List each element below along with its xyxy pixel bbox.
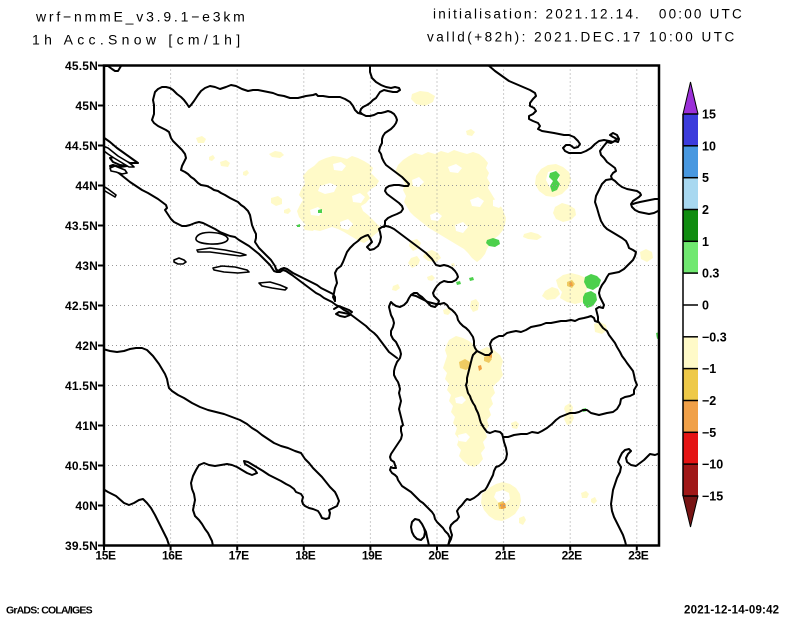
svg-text:−10: −10 xyxy=(702,458,723,472)
svg-text:23E: 23E xyxy=(628,549,649,563)
svg-text:44N: 44N xyxy=(75,179,98,193)
svg-text:GrADS: COLA/IGES: GrADS: COLA/IGES xyxy=(6,605,93,617)
svg-text:1: 1 xyxy=(702,235,709,249)
svg-text:2021-12-14-09:42: 2021-12-14-09:42 xyxy=(684,605,779,617)
svg-text:1h Acc.Snow [cm/1h]: 1h Acc.Snow [cm/1h] xyxy=(32,32,244,48)
svg-text:21E: 21E xyxy=(495,549,516,563)
svg-text:42N: 42N xyxy=(75,339,98,353)
svg-text:10: 10 xyxy=(702,139,716,153)
svg-text:2: 2 xyxy=(702,203,709,217)
svg-text:44.5N: 44.5N xyxy=(65,139,98,153)
svg-text:0: 0 xyxy=(702,299,709,313)
svg-text:42.5N: 42.5N xyxy=(65,299,98,313)
svg-text:16E: 16E xyxy=(162,549,183,563)
svg-text:20E: 20E xyxy=(428,549,449,563)
svg-text:40.5N: 40.5N xyxy=(65,459,98,473)
svg-text:41N: 41N xyxy=(75,419,98,433)
svg-text:−1: −1 xyxy=(702,362,716,376)
svg-text:43.5N: 43.5N xyxy=(65,219,98,233)
svg-text:43N: 43N xyxy=(75,259,98,273)
svg-text:45.5N: 45.5N xyxy=(65,59,98,73)
svg-text:18E: 18E xyxy=(295,549,316,563)
svg-text:19E: 19E xyxy=(362,549,383,563)
svg-text:22E: 22E xyxy=(562,549,583,563)
svg-text:40N: 40N xyxy=(75,499,98,513)
svg-text:−15: −15 xyxy=(702,490,723,504)
svg-text:5: 5 xyxy=(702,171,709,185)
svg-text:15: 15 xyxy=(702,108,716,122)
svg-text:41.5N: 41.5N xyxy=(65,379,98,393)
svg-text:−0.3: −0.3 xyxy=(702,330,727,344)
svg-text:45N: 45N xyxy=(75,99,98,113)
svg-text:15E: 15E xyxy=(95,549,116,563)
svg-text:valld(+82h): 2021.DEC.17 10:00: valld(+82h): 2021.DEC.17 10:00 UTC xyxy=(427,30,737,45)
svg-text:39.5N: 39.5N xyxy=(65,539,98,553)
svg-text:−2: −2 xyxy=(702,394,716,408)
svg-text:wrf−nmmE_v3.9.1−e3km: wrf−nmmE_v3.9.1−e3km xyxy=(35,9,248,25)
svg-text:0.3: 0.3 xyxy=(702,267,719,281)
svg-text:initialisation: 2021.12.14.: initialisation: 2021.12.14. 00:00 UTC xyxy=(433,7,744,22)
svg-text:−5: −5 xyxy=(702,426,716,440)
svg-text:17E: 17E xyxy=(229,549,250,563)
